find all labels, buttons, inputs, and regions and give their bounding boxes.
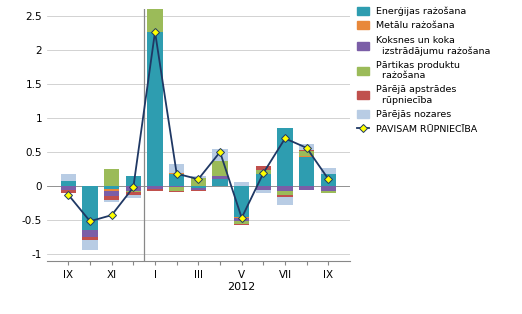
Bar	[321, 191, 336, 193]
Bar	[104, 200, 119, 202]
Bar	[278, 197, 293, 205]
Bar	[104, 189, 119, 191]
Bar	[169, 191, 184, 192]
Bar	[104, 196, 119, 200]
Bar	[256, 174, 271, 186]
Bar	[169, 173, 184, 174]
Bar	[82, 186, 98, 230]
Bar	[278, 186, 293, 191]
Bar	[104, 186, 119, 189]
Bar	[191, 186, 206, 188]
Bar	[126, 195, 141, 198]
Bar	[61, 186, 76, 190]
Bar	[212, 149, 228, 161]
Bar	[321, 186, 336, 191]
Bar	[256, 186, 271, 190]
Bar	[299, 150, 314, 151]
Bar	[147, 32, 162, 186]
Bar	[169, 186, 184, 187]
Bar	[126, 191, 141, 192]
Bar	[256, 165, 271, 170]
Bar	[299, 156, 314, 157]
Bar	[212, 176, 228, 179]
Bar	[191, 178, 206, 186]
Bar	[299, 157, 314, 186]
Bar	[234, 217, 250, 218]
Bar	[147, 186, 162, 189]
Bar	[82, 240, 98, 250]
Bar	[212, 161, 228, 176]
Bar	[126, 192, 141, 195]
Bar	[169, 174, 184, 186]
Bar	[278, 128, 293, 186]
Bar	[299, 151, 314, 156]
Bar	[234, 182, 250, 186]
Bar	[321, 168, 336, 174]
Bar	[234, 186, 250, 217]
Bar	[299, 144, 314, 150]
Bar	[278, 191, 293, 195]
Bar	[147, 6, 162, 32]
Bar	[82, 237, 98, 240]
Bar	[126, 176, 141, 186]
Bar	[147, 189, 162, 191]
Bar	[256, 170, 271, 174]
Bar	[234, 221, 250, 224]
Bar	[256, 190, 271, 193]
Bar	[61, 174, 76, 181]
Bar	[234, 224, 250, 225]
Legend: Enerģijas rażošana, Metālu rażošana, Koksnes un koka
  izstrādājumu rażošana, Pā: Enerģijas rażošana, Metālu rażošana, Kok…	[358, 7, 491, 133]
Bar	[278, 195, 293, 197]
Bar	[104, 191, 119, 196]
Bar	[169, 187, 184, 191]
Bar	[191, 188, 206, 190]
Bar	[299, 186, 314, 190]
Bar	[104, 169, 119, 186]
Bar	[61, 190, 76, 193]
Bar	[61, 181, 76, 186]
Bar	[82, 230, 98, 237]
Bar	[191, 176, 206, 178]
Bar	[212, 179, 228, 186]
Bar	[147, 0, 162, 6]
Bar	[191, 190, 206, 191]
Bar	[234, 218, 250, 221]
Bar	[126, 186, 141, 191]
Bar	[169, 164, 184, 173]
Text: 2012: 2012	[228, 282, 256, 292]
Bar	[321, 174, 336, 186]
